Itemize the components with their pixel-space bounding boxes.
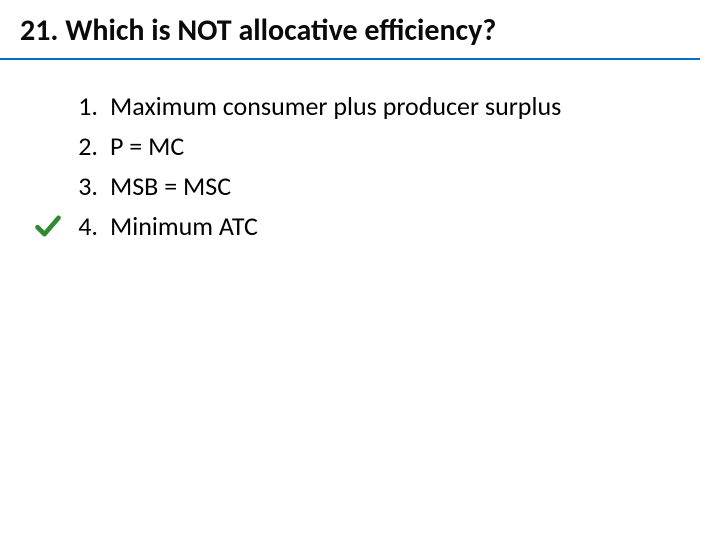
slide: 21. Which is NOT allocative efficiency? …	[0, 0, 720, 540]
question-title: 21. Which is NOT allocative efficiency?	[20, 12, 496, 49]
answer-list: 1. Maximum consumer plus producer surplu…	[58, 86, 561, 246]
list-number: 1.	[58, 86, 110, 126]
list-number: 2.	[58, 126, 110, 166]
title-underline	[0, 58, 700, 60]
list-item: 4. Minimum ATC	[58, 206, 561, 246]
list-number: 3.	[58, 166, 110, 206]
list-item: 3. MSB = MSC	[58, 166, 561, 206]
list-text: MSB = MSC	[110, 166, 231, 206]
list-item: 2. P = MC	[58, 126, 561, 166]
list-item: 1. Maximum consumer plus producer surplu…	[58, 86, 561, 126]
list-text: P = MC	[110, 126, 184, 166]
list-text: Minimum ATC	[110, 206, 258, 246]
list-number: 4.	[58, 206, 110, 246]
checkmark-icon	[34, 212, 62, 240]
list-text: Maximum consumer plus producer surplus	[110, 86, 561, 126]
